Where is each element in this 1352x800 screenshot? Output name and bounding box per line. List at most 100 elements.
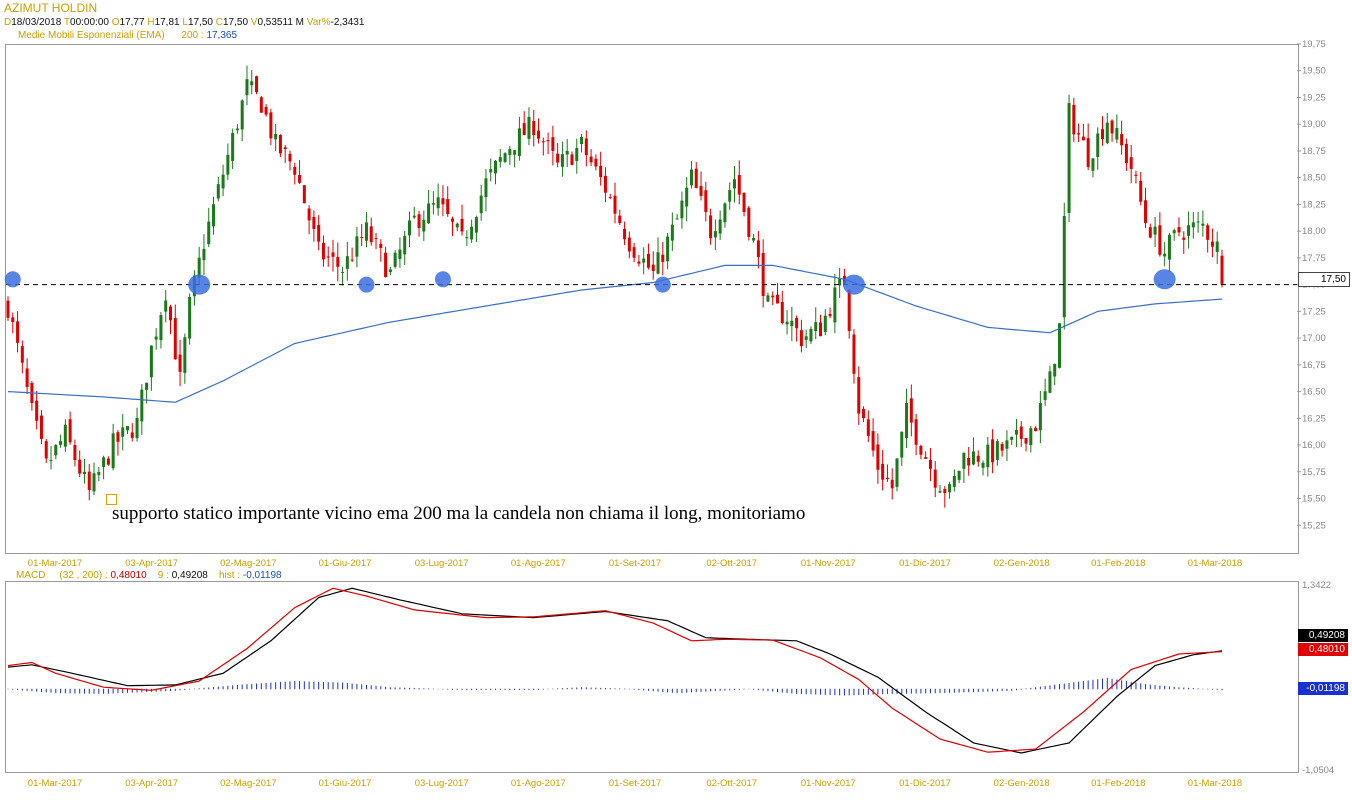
ohlc-readout: D18/03/2018 T00:00:00 O17,77 H17,81 L17,… bbox=[4, 17, 364, 28]
candle-body bbox=[489, 169, 493, 173]
price-x-tick-label: 01-Feb-2018 bbox=[1091, 558, 1145, 569]
candle-body bbox=[474, 217, 478, 233]
candle-body bbox=[795, 317, 799, 329]
candle-body bbox=[599, 165, 603, 178]
candle-body bbox=[1034, 427, 1038, 432]
candle-body bbox=[259, 97, 263, 113]
macd-x-tick-label: 03-Apr-2017 bbox=[125, 778, 178, 789]
candle-body bbox=[49, 460, 53, 462]
candle-body bbox=[16, 321, 20, 343]
candle-body bbox=[283, 147, 287, 150]
candle-body bbox=[1215, 241, 1219, 252]
candle-body bbox=[809, 328, 813, 342]
candle-body bbox=[379, 243, 383, 248]
candle-body bbox=[269, 112, 273, 139]
candle-body bbox=[642, 258, 646, 263]
candle-body bbox=[981, 462, 985, 468]
candle-body bbox=[890, 479, 894, 489]
support-touch-marker bbox=[434, 271, 451, 288]
price-tag: 17,50 bbox=[1298, 272, 1350, 287]
candle-body bbox=[594, 158, 598, 167]
open-value: 17,77 bbox=[119, 17, 145, 28]
candle-body bbox=[895, 458, 899, 487]
candle-body bbox=[63, 424, 67, 447]
hist-label: hist : bbox=[218, 570, 241, 581]
candle-body bbox=[1220, 255, 1224, 285]
price-y-tick-label: 16,00 bbox=[1302, 440, 1326, 451]
signal-value: 0,49208 bbox=[171, 570, 208, 581]
candle-body bbox=[1210, 241, 1214, 247]
candle-body bbox=[1191, 222, 1195, 228]
macd-y-tick-label: 1,3422 bbox=[1302, 580, 1331, 591]
price-y-tick-label: 16,75 bbox=[1302, 360, 1326, 371]
time-key: T bbox=[63, 17, 71, 28]
candle-body bbox=[651, 264, 655, 272]
candle-body bbox=[183, 337, 187, 373]
candle-body bbox=[245, 79, 249, 96]
candle-body bbox=[369, 226, 373, 243]
candle-body bbox=[565, 150, 569, 155]
candle-body bbox=[962, 452, 966, 469]
candle-body bbox=[546, 139, 550, 142]
candle-body bbox=[202, 248, 206, 261]
candle-body bbox=[1139, 180, 1143, 202]
candle-body bbox=[484, 178, 488, 197]
candle-body bbox=[541, 141, 545, 143]
candle-body bbox=[1172, 230, 1176, 234]
candle-body bbox=[293, 166, 297, 175]
candle-body bbox=[87, 471, 91, 491]
macd-x-tick-label: 01-Nov-2017 bbox=[801, 778, 856, 789]
candle-body bbox=[446, 199, 450, 215]
candle-body bbox=[646, 253, 650, 268]
candle-body bbox=[1148, 227, 1152, 238]
candle-body bbox=[852, 334, 856, 374]
candle-body bbox=[145, 382, 149, 390]
candle-body bbox=[771, 295, 775, 298]
candle-body bbox=[637, 261, 641, 264]
candle-body bbox=[235, 128, 239, 131]
candle-body bbox=[1153, 226, 1157, 235]
candle-body bbox=[68, 419, 72, 443]
candle-body bbox=[436, 197, 440, 209]
candle-body bbox=[957, 470, 961, 480]
candle-body bbox=[575, 148, 579, 161]
candle-body bbox=[1134, 174, 1138, 176]
macd-panel[interactable] bbox=[5, 581, 1299, 773]
volume-value: 0,53511 M bbox=[257, 17, 304, 28]
candle-body bbox=[570, 154, 574, 165]
candle-body bbox=[336, 256, 340, 267]
macd-x-tick-label: 01-Ago-2017 bbox=[511, 778, 566, 789]
candle-body bbox=[73, 445, 77, 461]
candle-body bbox=[1163, 253, 1167, 257]
candle-body bbox=[823, 315, 827, 333]
candle-body bbox=[948, 484, 952, 493]
candle-body bbox=[1062, 215, 1066, 318]
low-key: L bbox=[182, 17, 188, 28]
candle-body bbox=[1120, 134, 1124, 146]
macd-params: (32 , 200) : bbox=[59, 570, 108, 581]
candle-body bbox=[1048, 371, 1052, 393]
candle-body bbox=[407, 220, 411, 236]
candle-body bbox=[799, 330, 803, 347]
candle-body bbox=[164, 300, 168, 312]
candle-body bbox=[776, 294, 780, 304]
macd-y-tick-label: -1,0504 bbox=[1302, 765, 1334, 776]
candle-body bbox=[264, 106, 268, 115]
candle-body bbox=[943, 488, 947, 494]
candle-body bbox=[876, 444, 880, 470]
macd-x-tick-label: 01-Set-2017 bbox=[609, 778, 661, 789]
price-x-tick-label: 01-Dic-2017 bbox=[899, 558, 951, 569]
macd-line bbox=[7, 587, 1223, 753]
candle-body bbox=[465, 237, 469, 239]
candle-body bbox=[441, 198, 445, 205]
candle-body bbox=[231, 133, 235, 161]
candle-body bbox=[560, 154, 564, 167]
var-value: -2,3431 bbox=[330, 17, 365, 28]
macd-x-tick-label: 01-Mar-2018 bbox=[1188, 778, 1242, 789]
candle-body bbox=[374, 238, 378, 240]
candle-body bbox=[1144, 200, 1148, 223]
candle-body bbox=[656, 252, 660, 274]
annotation-box-marker bbox=[106, 494, 117, 505]
support-touch-marker bbox=[4, 271, 21, 288]
